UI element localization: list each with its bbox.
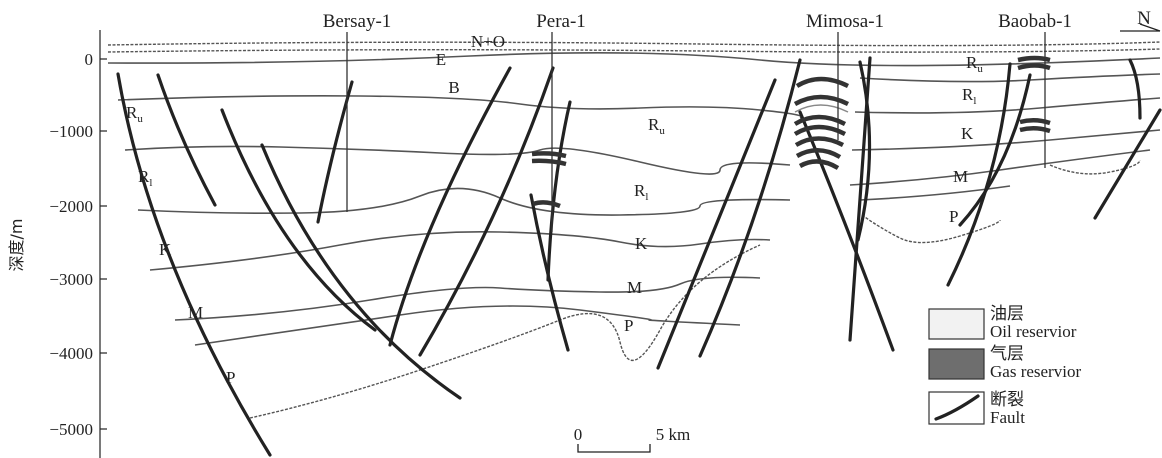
- well-label: Bersay-1: [323, 11, 392, 32]
- fault-line: [798, 110, 895, 352]
- fault-line: [260, 143, 462, 400]
- y-tick-label: −3000: [49, 270, 93, 289]
- legend-gas-swatch: [928, 348, 985, 380]
- surface: [107, 41, 1161, 67]
- legend: 油层 Oil reservior 气层 Gas reservior 断裂 Fau…: [928, 304, 1081, 427]
- fault-line: [418, 66, 555, 357]
- legend-fault-line: [934, 394, 980, 421]
- fault-line: [656, 78, 777, 370]
- unit-labels: N+O E B Ru Rl K M P Ru Rl K M P Ru Rl K …: [126, 32, 983, 387]
- well-label: Pera-1: [536, 11, 586, 32]
- unit-label: Rl: [138, 167, 152, 189]
- unit-label: N+O: [471, 32, 505, 51]
- basement: [249, 159, 1141, 419]
- unit-label: K: [635, 234, 648, 253]
- fault-line: [1093, 108, 1162, 220]
- legend-oil-swatch: [928, 308, 985, 340]
- scale-bar: 0 5 km: [574, 425, 690, 453]
- gas-reservoirs: [531, 55, 1051, 209]
- north-arrow: N: [1120, 8, 1161, 32]
- legend-gas-en: Gas reservior: [990, 362, 1081, 381]
- fault-line: [958, 73, 1032, 227]
- unit-label: Ru: [648, 115, 665, 137]
- fault-line: [220, 108, 377, 332]
- well-label: Baobab-1: [998, 11, 1072, 32]
- y-axis: 0 −1000 −2000 −3000 −4000 −5000 深度/m: [7, 30, 107, 458]
- y-tick-label: 0: [85, 50, 94, 69]
- unit-label: P: [624, 316, 633, 335]
- fault-line: [698, 58, 802, 358]
- unit-label: K: [159, 240, 172, 259]
- fault-line: [116, 72, 272, 457]
- scale-end-label: 5 km: [656, 425, 690, 444]
- legend-oil-en: Oil reservior: [990, 322, 1077, 341]
- legend-fault-cn: 断裂: [990, 390, 1024, 409]
- fault-line: [1128, 58, 1142, 120]
- unit-label: P: [226, 368, 235, 387]
- scale-start-label: 0: [574, 425, 583, 444]
- unit-label: K: [961, 124, 974, 143]
- fault-line: [946, 62, 1012, 287]
- y-tick-label: −4000: [49, 344, 93, 363]
- legend-gas-cn: 气层: [990, 344, 1024, 363]
- fault-line: [388, 66, 512, 347]
- unit-label: M: [953, 167, 968, 186]
- y-tick-label: −2000: [49, 197, 93, 216]
- fault-line: [546, 100, 572, 282]
- y-axis-label: 深度/m: [7, 219, 26, 272]
- fault-line: [856, 60, 872, 242]
- unit-label: Ru: [126, 103, 143, 125]
- well-label: Mimosa-1: [806, 11, 884, 32]
- legend-oil-cn: 油层: [990, 304, 1024, 323]
- faults: [116, 56, 1162, 457]
- y-tick-label: −1000: [49, 122, 93, 141]
- unit-label: E: [436, 50, 446, 69]
- legend-fault-en: Fault: [990, 408, 1025, 427]
- fault-line: [156, 73, 217, 207]
- unit-label: M: [627, 278, 642, 297]
- unit-label: M: [188, 303, 203, 322]
- unit-label: Ru: [966, 53, 983, 75]
- wells: Bersay-1 Pera-1 Mimosa-1 Baobab-1: [323, 11, 1072, 232]
- unit-label: P: [949, 207, 958, 226]
- unit-label: B: [448, 78, 459, 97]
- y-tick-label: −5000: [49, 420, 93, 439]
- unit-label: Rl: [962, 85, 976, 107]
- unit-label: Rl: [634, 181, 648, 203]
